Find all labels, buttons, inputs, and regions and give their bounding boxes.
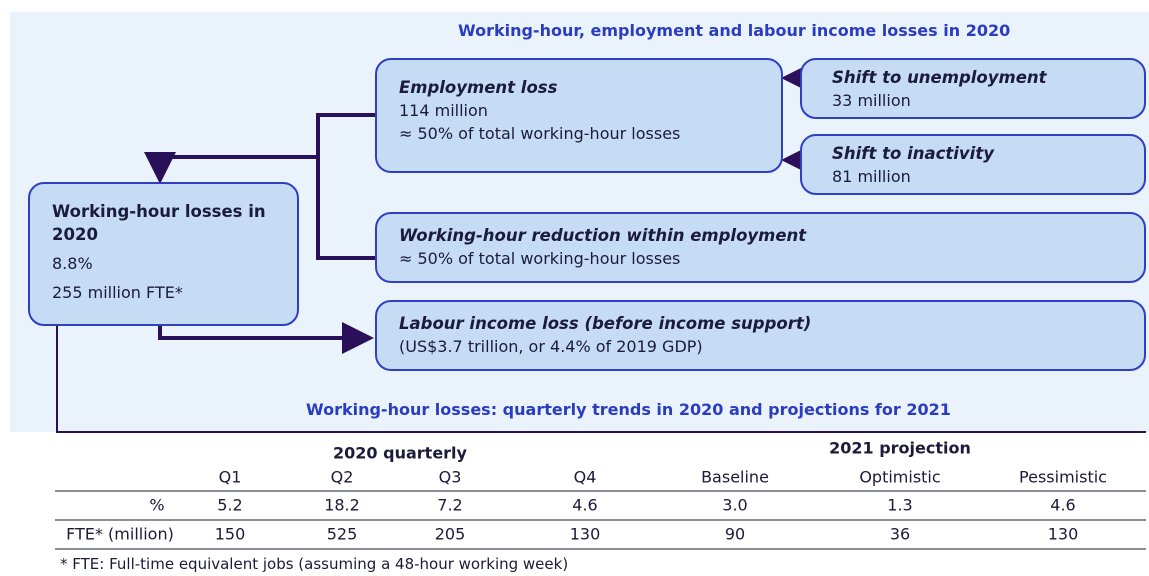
node-line: (US$3.7 trillion, or 4.4% of 2019 GDP)	[399, 337, 703, 356]
row-label: FTE* (million)	[66, 525, 174, 544]
node-title: Labour income loss (before income suppor…	[399, 314, 812, 333]
node-line: ≈ 50% of total working-hour losses	[399, 249, 681, 268]
group-header: 2021 projection	[829, 439, 971, 458]
cell: 5.2	[217, 496, 242, 515]
cell: 90	[725, 525, 745, 544]
node-box: Working-hour losses in 2020 8.8% 255 milli…	[28, 182, 299, 326]
node-line: ≈ 50% of total working-hour losses	[399, 124, 681, 143]
column-header: Optimistic	[859, 468, 940, 487]
node-title: Working-hour losses in 2020	[52, 202, 266, 244]
column-header: Q4	[574, 468, 597, 487]
node-box: Working-hour reduction within employment…	[375, 212, 1146, 283]
column-header: Q1	[219, 468, 242, 487]
node-line: 33 million	[832, 91, 911, 110]
cell: 4.6	[572, 496, 597, 515]
node-line: 81 million	[832, 167, 911, 186]
cell: 130	[570, 525, 601, 544]
cell: 150	[215, 525, 246, 544]
connector	[144, 152, 318, 184]
node-title: Employment loss	[399, 78, 558, 97]
group-header: 2020 quarterly	[333, 444, 468, 463]
node-title: Working-hour reduction within employment	[399, 226, 807, 245]
connector	[316, 113, 375, 260]
column-header: Baseline	[701, 468, 769, 487]
divider	[56, 325, 1146, 433]
column-header: Q2	[331, 468, 354, 487]
node-box: Labour income loss (before income suppor…	[375, 300, 1146, 371]
node-title: Shift to inactivity	[832, 144, 994, 163]
cell: 36	[890, 525, 910, 544]
title: Working-hour, employment and labour inco…	[458, 21, 1011, 40]
cell: 18.2	[324, 496, 360, 515]
cell: 130	[1048, 525, 1079, 544]
cell: 3.0	[722, 496, 747, 515]
connector	[158, 322, 374, 354]
table-title: Working-hour losses: quarterly trends in…	[306, 400, 951, 419]
node-box: Employment loss 114 million ≈ 50% of total…	[375, 58, 783, 173]
node-line: 8.8%	[52, 254, 93, 273]
node-box: Shift to inactivity 81 million	[800, 134, 1146, 195]
cell: 1.3	[887, 496, 912, 515]
cell: 205	[435, 525, 466, 544]
column-header: Pessimistic	[1019, 468, 1107, 487]
node-line: 114 million	[399, 101, 488, 120]
cell: 7.2	[437, 496, 462, 515]
cell: 4.6	[1050, 496, 1075, 515]
row-label: %	[149, 496, 164, 515]
node-box: Shift to unemployment 33 million	[800, 58, 1146, 119]
node-line: 255 million FTE*	[52, 283, 183, 302]
node-title: Shift to unemployment	[832, 68, 1047, 87]
footnote: * FTE: Full-time equivalent jobs (assumi…	[60, 555, 569, 573]
cell: 525	[327, 525, 358, 544]
column-header: Q3	[439, 468, 462, 487]
